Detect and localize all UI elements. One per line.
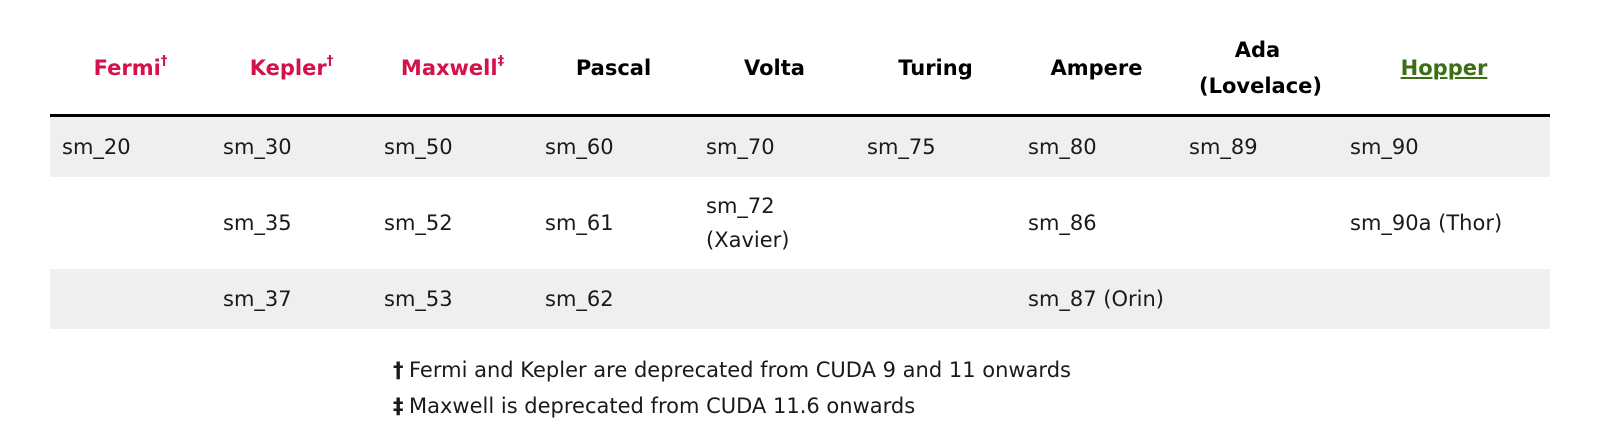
header-ampere: Ampere: [1016, 22, 1177, 117]
header-hopper: Hopper: [1338, 22, 1550, 117]
table-cell: sm_80: [1016, 115, 1177, 177]
table-cell: [1338, 269, 1550, 329]
table-cell: [50, 269, 211, 329]
header-turing: Turing: [855, 22, 1016, 117]
table-cell: sm_35: [211, 177, 372, 269]
header-pascal: Pascal: [533, 22, 694, 117]
footnote-dagger: † Fermi and Kepler are deprecated from CU…: [393, 352, 1071, 388]
table-cell: sm_53: [372, 269, 533, 329]
table-cell: [855, 177, 1016, 269]
table-cell: sm_86: [1016, 177, 1177, 269]
header-label: Maxwell: [400, 56, 498, 80]
header-label: Ampere: [1050, 56, 1143, 80]
footnote-text: Maxwell is deprecated from CUDA 11.6 onw…: [409, 394, 916, 418]
header-label: Turing: [898, 56, 973, 80]
table-cell: sm_72 (Xavier): [694, 177, 855, 269]
table-cell: [1177, 269, 1338, 329]
double-dagger-mark: ‡: [497, 54, 505, 69]
table-cell: sm_90a (Thor): [1338, 177, 1550, 269]
hopper-link[interactable]: Hopper: [1400, 56, 1488, 80]
footnote-text: Fermi and Kepler are deprecated from CUD…: [409, 358, 1071, 382]
header-label: Ada (Lovelace): [1199, 38, 1322, 98]
table-row: sm_35 sm_52 sm_61 sm_72 (Xavier) sm_86 s…: [50, 177, 1550, 269]
table-cell: sm_52: [372, 177, 533, 269]
table-cell: sm_50: [372, 115, 533, 177]
table-cell: sm_90: [1338, 115, 1550, 177]
table-cell: [1177, 177, 1338, 269]
table-cell: sm_37: [211, 269, 372, 329]
header-label: Fermi: [93, 56, 161, 80]
table-cell: sm_89: [1177, 115, 1338, 177]
dagger-mark: †: [160, 54, 168, 69]
table-cell: sm_61: [533, 177, 694, 269]
table-cell: [855, 269, 1016, 329]
dagger-mark: †: [326, 54, 334, 69]
header-volta: Volta: [694, 22, 855, 117]
footnotes: † Fermi and Kepler are deprecated from CU…: [393, 352, 1071, 424]
table-cell: sm_87 (Orin): [1016, 269, 1177, 329]
header-ada: Ada (Lovelace): [1177, 22, 1338, 117]
table-cell: sm_70: [694, 115, 855, 177]
table-cell: sm_60: [533, 115, 694, 177]
dagger-mark: †: [393, 358, 404, 382]
table-cell: sm_30: [211, 115, 372, 177]
table-cell: sm_75: [855, 115, 1016, 177]
double-dagger-mark: ‡: [393, 394, 404, 418]
table-cell: [694, 269, 855, 329]
header-label: Pascal: [575, 56, 652, 80]
footnote-double-dagger: ‡ Maxwell is deprecated from CUDA 11.6 on…: [393, 388, 1071, 424]
header-row: Fermi† Kepler† Maxwell‡ Pascal Volta Tur…: [50, 22, 1550, 117]
header-label: Volta: [744, 56, 805, 80]
table-row: sm_37 sm_53 sm_62 sm_87 (Orin): [50, 269, 1550, 329]
table-cell: [50, 177, 211, 269]
table-cell: sm_62: [533, 269, 694, 329]
table-cell: sm_20: [50, 115, 211, 177]
header-maxwell: Maxwell‡: [372, 22, 533, 117]
gpu-architecture-table: Fermi† Kepler† Maxwell‡ Pascal Volta Tur…: [50, 22, 1550, 329]
header-kepler: Kepler†: [211, 22, 372, 117]
header-fermi: Fermi†: [50, 22, 211, 117]
header-label: Kepler: [249, 56, 327, 80]
table-row: sm_20 sm_30 sm_50 sm_60 sm_70 sm_75 sm_8…: [50, 115, 1550, 177]
